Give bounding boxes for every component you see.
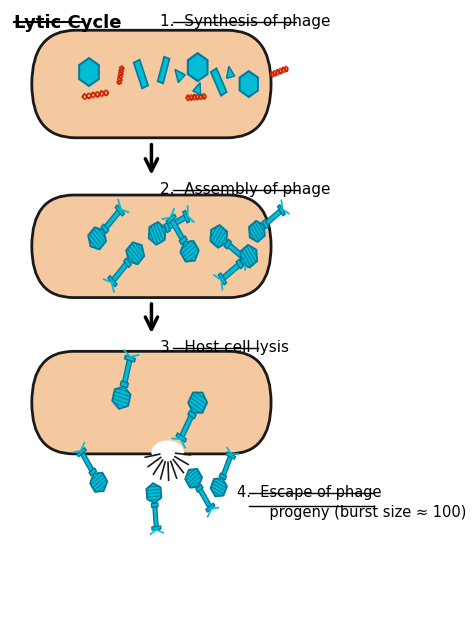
- Polygon shape: [193, 83, 201, 95]
- Polygon shape: [262, 220, 269, 228]
- FancyBboxPatch shape: [32, 30, 271, 138]
- Polygon shape: [226, 452, 235, 459]
- Polygon shape: [79, 58, 99, 86]
- Polygon shape: [101, 224, 109, 233]
- Polygon shape: [219, 473, 227, 480]
- Bar: [134, 60, 148, 88]
- Polygon shape: [125, 355, 135, 362]
- Polygon shape: [153, 507, 158, 527]
- Polygon shape: [180, 415, 193, 437]
- Polygon shape: [105, 210, 120, 229]
- Polygon shape: [183, 210, 190, 223]
- Text: Lytic Cycle: Lytic Cycle: [14, 15, 121, 32]
- Polygon shape: [115, 205, 124, 216]
- Ellipse shape: [151, 440, 184, 464]
- Polygon shape: [112, 262, 128, 282]
- Polygon shape: [166, 214, 176, 224]
- Polygon shape: [168, 215, 186, 229]
- Polygon shape: [81, 452, 93, 471]
- Polygon shape: [90, 473, 107, 492]
- Polygon shape: [206, 503, 215, 512]
- Polygon shape: [222, 456, 232, 476]
- Polygon shape: [149, 222, 165, 245]
- Polygon shape: [179, 236, 187, 244]
- Text: 1.  Synthesis of phage: 1. Synthesis of phage: [160, 15, 330, 29]
- Polygon shape: [188, 392, 207, 413]
- Polygon shape: [210, 478, 227, 497]
- Polygon shape: [124, 258, 131, 268]
- Polygon shape: [224, 239, 231, 249]
- Polygon shape: [196, 485, 203, 492]
- Polygon shape: [240, 71, 258, 97]
- Polygon shape: [108, 276, 117, 286]
- Polygon shape: [249, 221, 264, 242]
- Polygon shape: [170, 219, 184, 240]
- Polygon shape: [185, 469, 202, 488]
- Polygon shape: [126, 242, 144, 264]
- Polygon shape: [89, 468, 97, 476]
- Polygon shape: [227, 66, 235, 78]
- Polygon shape: [180, 241, 199, 262]
- Polygon shape: [240, 245, 257, 268]
- Polygon shape: [123, 360, 132, 383]
- FancyBboxPatch shape: [32, 195, 271, 298]
- Text: 3.  Host cell lysis: 3. Host cell lysis: [160, 340, 289, 355]
- Polygon shape: [278, 204, 285, 216]
- Polygon shape: [236, 259, 243, 269]
- Polygon shape: [188, 410, 196, 419]
- Polygon shape: [228, 243, 245, 260]
- Text: 2.  Assembly of phage: 2. Assembly of phage: [160, 182, 330, 197]
- Polygon shape: [77, 447, 86, 457]
- Polygon shape: [146, 483, 161, 504]
- Polygon shape: [120, 381, 128, 387]
- Polygon shape: [112, 386, 131, 409]
- Polygon shape: [176, 433, 186, 442]
- Text: 4.  Escape of phage
       progeny (burst size ≈ 100): 4. Escape of phage progeny (burst size ≈…: [237, 485, 466, 520]
- Polygon shape: [265, 209, 282, 225]
- Polygon shape: [199, 488, 211, 508]
- Bar: [158, 57, 170, 83]
- Polygon shape: [210, 225, 227, 248]
- Polygon shape: [88, 227, 106, 249]
- Polygon shape: [241, 253, 249, 265]
- Polygon shape: [151, 503, 158, 507]
- Polygon shape: [164, 223, 170, 232]
- Bar: [211, 68, 227, 96]
- Polygon shape: [152, 526, 161, 530]
- Polygon shape: [188, 53, 208, 81]
- Polygon shape: [175, 69, 185, 83]
- Polygon shape: [219, 273, 227, 285]
- FancyBboxPatch shape: [32, 351, 271, 454]
- Polygon shape: [222, 263, 239, 280]
